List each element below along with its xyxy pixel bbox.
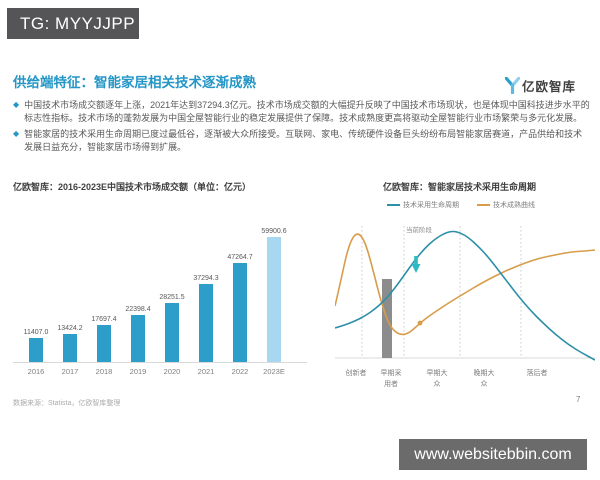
x-tick-label: 创新者 (345, 370, 367, 377)
legend-line-swatch (387, 204, 400, 206)
bar (131, 315, 145, 362)
bar-column: 28251.5 (155, 294, 189, 362)
bar-column: 13424.2 (53, 325, 87, 362)
bar (97, 325, 111, 362)
page-number: 7 (576, 395, 581, 404)
bar (267, 237, 281, 362)
bullet-list: ◆ 中国技术市场成交额逐年上涨，2021年达到37294.3亿元。技术市场成交额的… (13, 99, 591, 157)
bar-value-label: 37294.3 (193, 275, 219, 283)
bar (199, 284, 213, 362)
bar (233, 263, 247, 362)
lifecycle-plot: 当前阶段 (335, 225, 595, 361)
bar-value-label: 59900.6 (261, 228, 287, 235)
bar-chart-tech-market: 亿欧智库：2016-2023E中国技术市场成交额（单位：亿元） 11407.0 1… (13, 181, 307, 376)
x-tick-label: 2016 (27, 367, 45, 376)
x-tick-label: 落后者 (526, 370, 548, 377)
bar-chart-x-axis: 2016 2017 2018 2019 2020 2021 2022 2023E (13, 367, 307, 376)
diamond-bullet-icon: ◆ (13, 129, 20, 138)
legend-label: 技术采用生命周期 (403, 202, 459, 209)
x-tick-label: 2017 (61, 367, 79, 376)
bar-value-label: 22398.4 (125, 306, 151, 314)
logo: 亿欧智库 (505, 76, 576, 95)
current-stage-arrow-icon (411, 256, 421, 273)
page-title: 供给端特征：智能家居相关技术逐渐成熟 (13, 75, 256, 90)
bar-value-label: 17697.4 (91, 316, 117, 324)
bar-value-label: 28251.5 (159, 294, 185, 301)
x-tick-label: 早期采 用者 (380, 370, 402, 388)
legend-line-swatch (477, 204, 490, 206)
x-tick-label: 晚期大 众 (473, 370, 495, 388)
lifecycle-legend: 技术采用生命周期 技术成熟曲线 (335, 200, 595, 210)
x-tick-label: 2023E (263, 367, 285, 376)
logo-text: 亿欧智库 (522, 80, 577, 94)
bar (63, 334, 77, 362)
lifecycle-x-axis: 创新者 早期采 用者 早期大 众 晚期大 众 落后者 (335, 366, 595, 390)
x-tick-label: 2018 (95, 367, 113, 376)
data-source: 数据来源：Statista，亿欧智库整理 (13, 400, 121, 407)
bar-column: 47264.7 (223, 254, 257, 362)
lifecycle-chart: 亿欧智库：智能家居技术采用生命周期 技术采用生命周期 技术成熟曲线 当前阶段 创新… (335, 181, 595, 390)
bar (165, 303, 179, 362)
bullet-text: 智能家居的技术采用生命周期已度过最低谷，逐渐被大众所接受。互联网、家电、传统硬件… (24, 129, 583, 152)
maturity-dot-marker (417, 320, 423, 326)
watermark-site: www.websitebbin.com (399, 439, 587, 470)
x-tick-label: 2020 (163, 367, 181, 376)
bar-column: 37294.3 (189, 275, 223, 362)
maturity-curve (335, 233, 595, 336)
bar-column: 22398.4 (121, 306, 155, 362)
watermark-tag: TG: MYYJJPP (7, 8, 139, 39)
bar-value-label: 47264.7 (227, 254, 253, 262)
legend-label: 技术成熟曲线 (493, 202, 535, 209)
diamond-bullet-icon: ◆ (13, 100, 20, 109)
x-tick-label: 2022 (231, 367, 249, 376)
bullet-text: 中国技术市场成交额逐年上涨，2021年达到37294.3亿元。技术市场成交额的大… (24, 100, 590, 123)
bar-chart-plot: 11407.0 13424.2 17697.4 22398.4 28251.5 37294… (13, 204, 307, 363)
bar (29, 338, 43, 362)
bar-value-label: 13424.2 (57, 325, 83, 332)
bullet-item: ◆ 中国技术市场成交额逐年上涨，2021年达到37294.3亿元。技术市场成交额的… (13, 99, 591, 124)
logo-icon (505, 77, 520, 94)
bar-column: 11407.0 (19, 329, 53, 362)
legend-item: 技术采用生命周期 (387, 200, 459, 210)
adoption-curve (335, 230, 595, 361)
bar-value-label: 11407.0 (23, 329, 49, 337)
bar-column: 59900.6 (257, 228, 291, 362)
x-tick-label: 早期大 众 (426, 370, 448, 388)
current-stage-annotation: 当前阶段 (406, 225, 433, 234)
bar-chart-title: 亿欧智库：2016-2023E中国技术市场成交额（单位：亿元） (13, 182, 252, 192)
legend-item: 技术成熟曲线 (477, 200, 535, 210)
lifecycle-chart-title: 亿欧智库：智能家居技术采用生命周期 (383, 182, 537, 192)
bar-column: 17697.4 (87, 316, 121, 362)
bullet-item: ◆ 智能家居的技术采用生命周期已度过最低谷，逐渐被大众所接受。互联网、家电、传统硬… (13, 128, 591, 153)
x-tick-label: 2019 (129, 367, 147, 376)
x-tick-label: 2021 (197, 367, 215, 376)
